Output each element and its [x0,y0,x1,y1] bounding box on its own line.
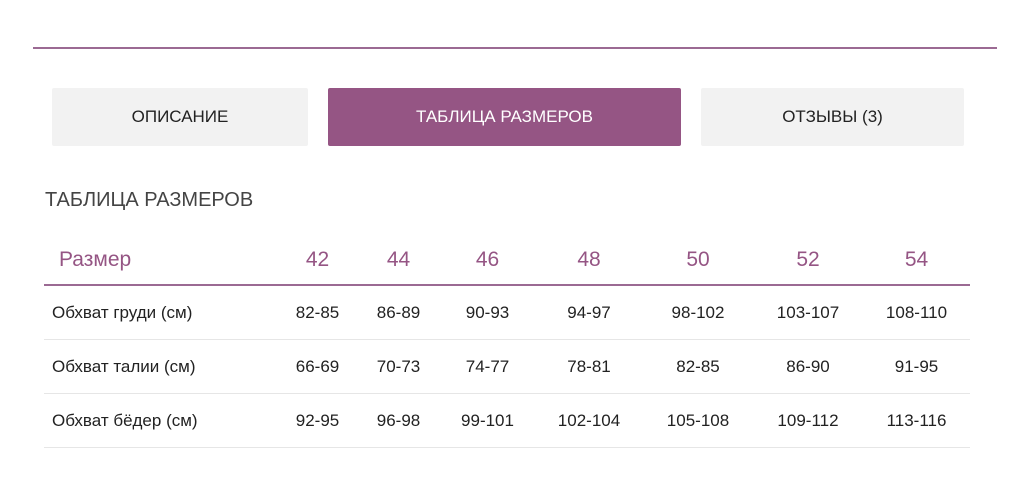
size-table: Размер 42 44 46 48 50 52 54 Обхват груди (см) 82… [44,236,970,448]
table-cell: 113-116 [863,393,970,448]
table-cell: 98-102 [643,285,753,340]
header-size-46: 46 [440,236,535,286]
table-cell: 99-101 [440,393,535,448]
table-cell: 109-112 [753,393,863,448]
table-row: Обхват талии (см) 66-69 70-73 74-77 78-81 82-… [44,339,970,394]
table-cell: 74-77 [440,339,535,394]
table-cell: 82-85 [278,285,357,340]
table-cell: 70-73 [357,339,440,394]
header-size-50: 50 [643,236,753,286]
table-cell: 103-107 [753,285,863,340]
row-label: Обхват бёдер (см) [44,393,278,448]
table-cell: 94-97 [535,285,643,340]
table-cell: 105-108 [643,393,753,448]
table-cell: 78-81 [535,339,643,394]
table-cell: 92-95 [278,393,357,448]
header-size-label: Размер [44,236,278,286]
divider-line [33,47,997,49]
header-size-42: 42 [278,236,357,286]
table-cell: 102-104 [535,393,643,448]
header-size-54: 54 [863,236,970,286]
tab-description[interactable]: ОПИСАНИЕ [52,88,308,146]
table-cell: 86-89 [357,285,440,340]
table-cell: 86-90 [753,339,863,394]
row-label: Обхват груди (см) [44,285,278,340]
table-cell: 90-93 [440,285,535,340]
table-cell: 96-98 [357,393,440,448]
table-row: Обхват бёдер (см) 92-95 96-98 99-101 102-104… [44,393,970,448]
tab-size-table[interactable]: ТАБЛИЦА РАЗМЕРОВ [328,88,681,146]
tab-reviews[interactable]: ОТЗЫВЫ (3) [701,88,964,146]
table-cell: 82-85 [643,339,753,394]
table-cell: 91-95 [863,339,970,394]
row-label: Обхват талии (см) [44,339,278,394]
header-size-52: 52 [753,236,863,286]
table-row: Обхват груди (см) 82-85 86-89 90-93 94-97 98-… [44,285,970,340]
header-size-44: 44 [357,236,440,286]
section-title: ТАБЛИЦА РАЗМЕРОВ [45,189,254,211]
header-size-48: 48 [535,236,643,286]
table-cell: 108-110 [863,285,970,340]
table-header-row: Размер 42 44 46 48 50 52 54 [44,236,970,286]
table-cell: 66-69 [278,339,357,394]
